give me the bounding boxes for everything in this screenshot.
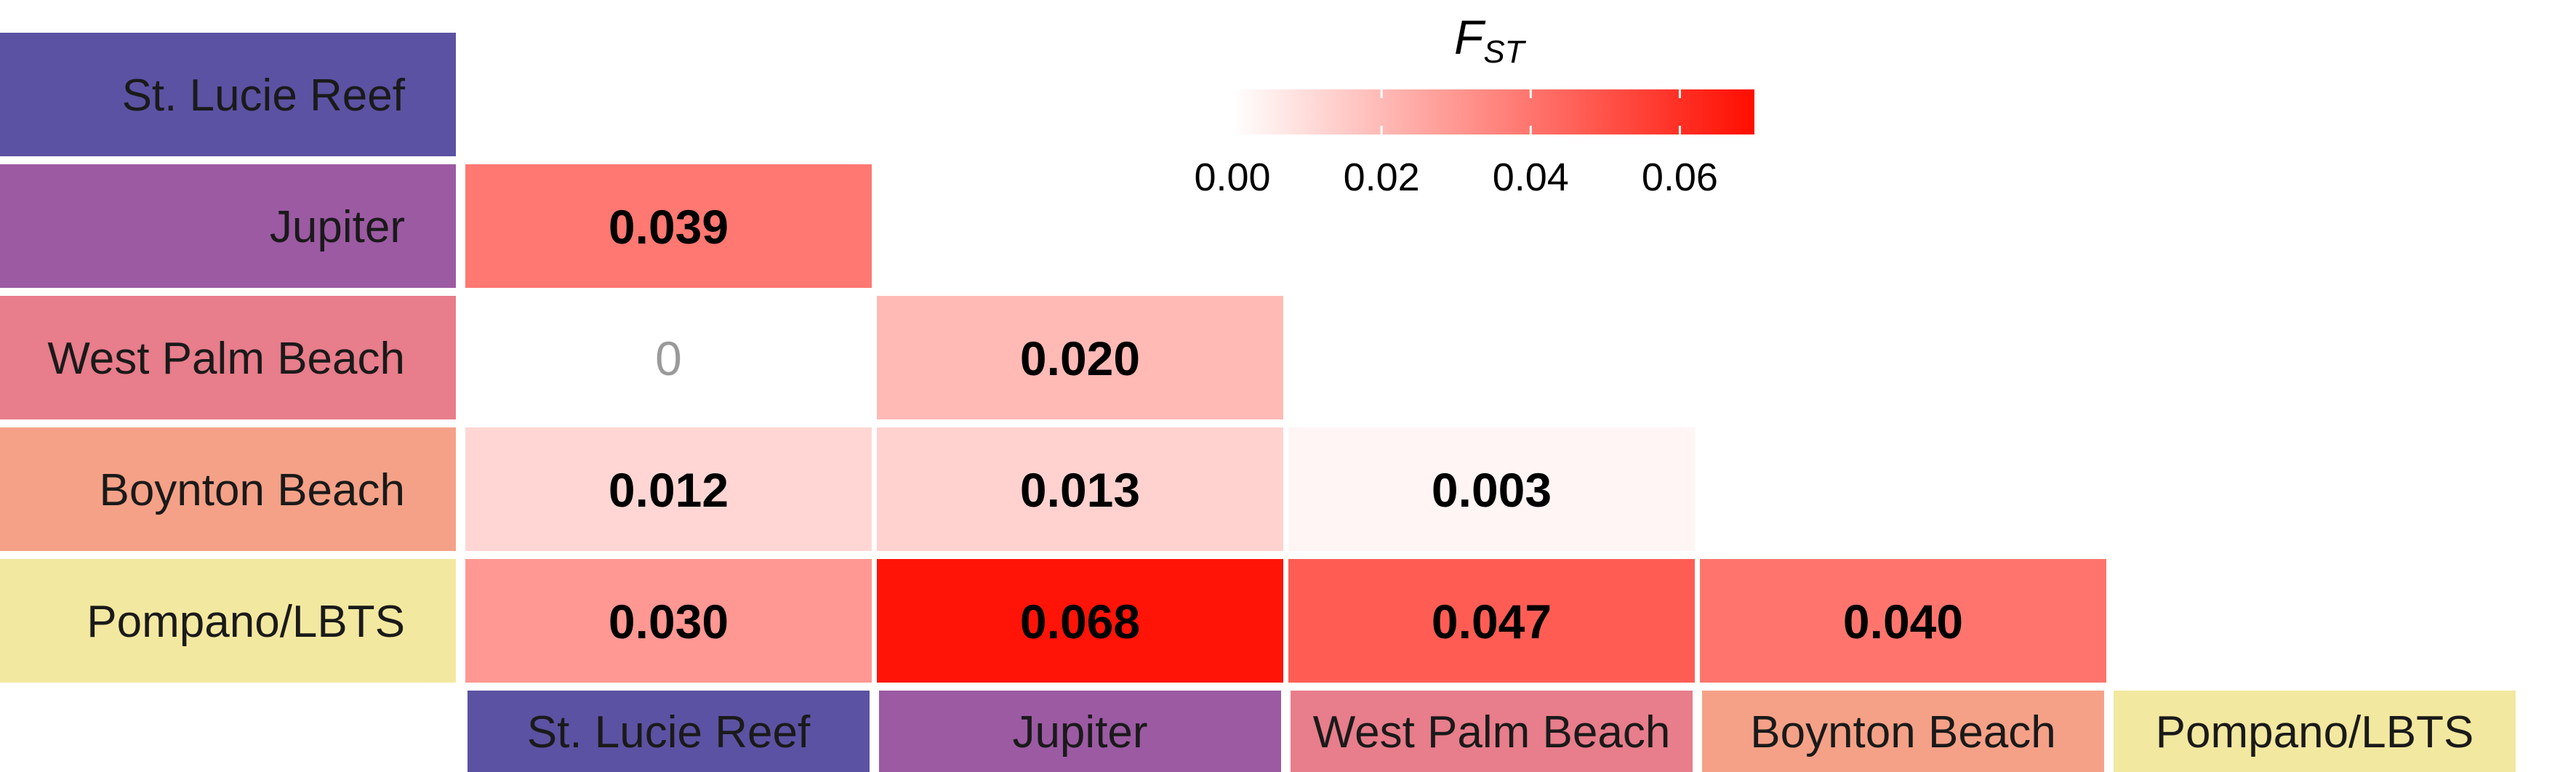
heatmap-cell-value: 0.020 xyxy=(1020,331,1140,385)
legend-title: FST xyxy=(1454,10,1527,70)
legend-title-symbol: F xyxy=(1454,10,1486,64)
row-label-text: West Palm Beach xyxy=(47,334,405,384)
heatmap-cell-fill xyxy=(1700,559,2106,683)
heatmap-cell-value: 0.030 xyxy=(609,595,729,648)
row-label-pompano-lbts: Pompano/LBTS xyxy=(0,559,456,683)
legend-tick-label: 0.00 xyxy=(1194,156,1270,199)
heatmap-cell-west-palm-beach-st-lucie-reef: 0 xyxy=(465,296,872,419)
row-label-box xyxy=(0,164,456,288)
column-label-text: Jupiter xyxy=(1012,707,1147,757)
heatmap-cell-fill xyxy=(465,559,872,683)
heatmap-cell-value: 0.012 xyxy=(609,463,729,517)
heatmap-cell-fill xyxy=(465,296,872,419)
column-label-box xyxy=(468,691,870,772)
legend-tick-label: 0.02 xyxy=(1344,156,1420,199)
row-labels: St. Lucie Reef Jupiter West Palm Beach Boyn… xyxy=(0,33,456,683)
column-label-jupiter: Jupiter xyxy=(879,691,1281,772)
fst-legend: FST 0.00 0.02 0.04 0.06 xyxy=(1194,10,1754,199)
row-label-text: Pompano/LBTS xyxy=(87,597,405,647)
heatmap-cell-value: 0.039 xyxy=(609,200,729,254)
heatmap-cell-fill xyxy=(877,427,1283,551)
column-label-boynton-beach: Boynton Beach xyxy=(1702,691,2104,772)
heatmap-cell-west-palm-beach-jupiter: 0.020 xyxy=(877,296,1283,419)
heatmap-cell-pompano-lbts-west-palm-beach: 0.047 xyxy=(1288,559,1695,683)
legend-tick-label: 0.06 xyxy=(1642,156,1718,199)
heatmap-cell-fill xyxy=(877,296,1283,419)
heatmap-cell-jupiter-st-lucie-reef: 0.039 xyxy=(465,164,872,288)
heatmap-cell-boynton-beach-jupiter: 0.013 xyxy=(877,427,1283,551)
column-label-box xyxy=(1702,691,2104,772)
column-label-pompano-lbts: Pompano/LBTS xyxy=(2114,691,2516,772)
row-label-box xyxy=(0,33,456,156)
row-label-jupiter: Jupiter xyxy=(0,164,456,288)
row-label-boynton-beach: Boynton Beach xyxy=(0,427,456,551)
heatmap-cell-value: 0.040 xyxy=(1843,595,1963,648)
row-label-box xyxy=(0,427,456,551)
heatmap-cell-pompano-lbts-jupiter: 0.068 xyxy=(877,559,1283,683)
heatmap-cell-fill xyxy=(877,559,1283,683)
legend-ticks: 0.00 0.02 0.04 0.06 xyxy=(1194,89,1718,199)
column-label-text: St. Lucie Reef xyxy=(527,707,811,757)
column-label-box xyxy=(1291,691,1693,772)
heatmap-cell-boynton-beach-west-palm-beach: 0.003 xyxy=(1288,427,1695,551)
row-label-text: Jupiter xyxy=(270,202,405,252)
legend-tick-label: 0.04 xyxy=(1493,156,1569,199)
heatmap-cell-value: 0.013 xyxy=(1020,463,1140,517)
row-label-box xyxy=(0,296,456,419)
heatmap-cell-fill xyxy=(465,427,872,551)
row-label-text: Boynton Beach xyxy=(99,465,405,515)
row-label-west-palm-beach: West Palm Beach xyxy=(0,296,456,419)
heatmap-cell-value: 0 xyxy=(655,331,682,385)
legend-color-bar xyxy=(1232,89,1754,134)
legend-title-subscript: ST xyxy=(1483,34,1526,70)
heatmap-cell-fill xyxy=(465,164,872,288)
heatmap-cells: 0.039 0 0.020 0.012 0.013 0.003 0.030 0.068 0.04… xyxy=(465,164,2106,683)
row-label-text: St. Lucie Reef xyxy=(122,71,406,121)
column-label-text: West Palm Beach xyxy=(1313,707,1671,757)
heatmap-cell-boynton-beach-st-lucie-reef: 0.012 xyxy=(465,427,872,551)
column-label-text: Pompano/LBTS xyxy=(2156,707,2474,757)
heatmap-cell-fill xyxy=(1288,427,1695,551)
column-label-box xyxy=(879,691,1281,772)
column-labels: St. Lucie Reef Jupiter West Palm Beach Boyn… xyxy=(468,691,2516,772)
heatmap-cell-pompano-lbts-st-lucie-reef: 0.030 xyxy=(465,559,872,683)
heatmap-cell-value: 0.068 xyxy=(1020,595,1140,648)
heatmap-cell-value: 0.003 xyxy=(1432,463,1552,517)
column-label-west-palm-beach: West Palm Beach xyxy=(1291,691,1693,772)
row-label-st-lucie-reef: St. Lucie Reef xyxy=(0,33,456,156)
heatmap-cell-pompano-lbts-boynton-beach: 0.040 xyxy=(1700,559,2106,683)
heatmap-cell-value: 0.047 xyxy=(1432,595,1552,648)
column-label-box xyxy=(2114,691,2516,772)
heatmap-cell-fill xyxy=(1288,559,1695,683)
row-label-box xyxy=(0,559,456,683)
column-label-st-lucie-reef: St. Lucie Reef xyxy=(468,691,870,772)
column-label-text: Boynton Beach xyxy=(1750,707,2056,757)
